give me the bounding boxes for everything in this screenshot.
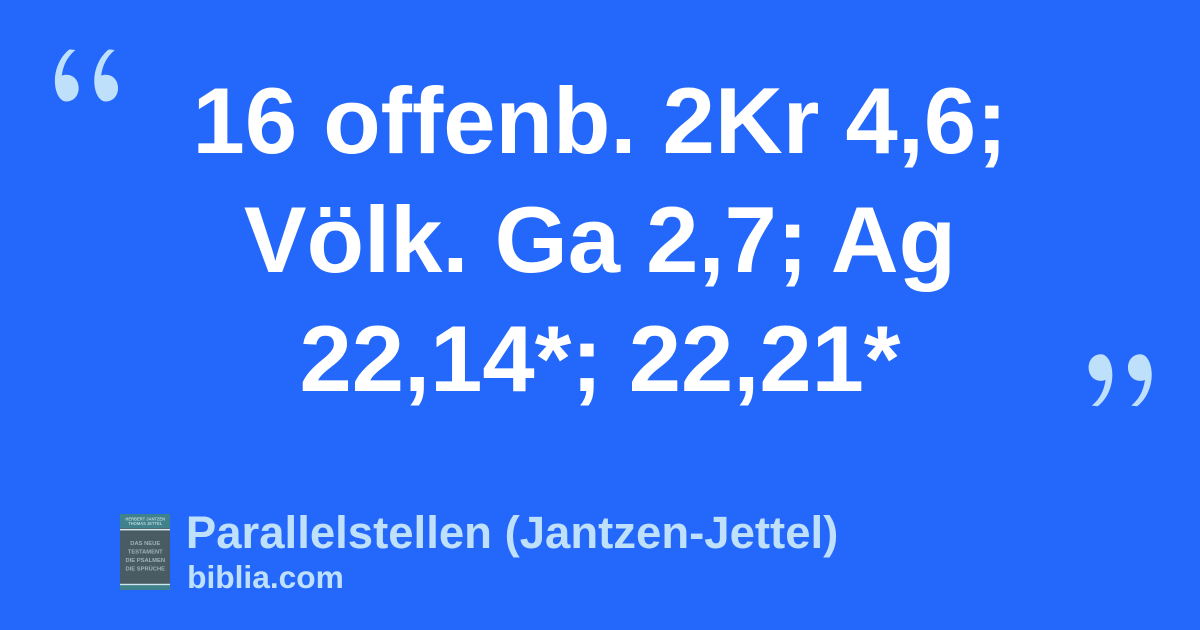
svg-text:DIE PSALMEN: DIE PSALMEN bbox=[125, 557, 165, 563]
svg-text:TESTAMENT: TESTAMENT bbox=[128, 549, 163, 555]
svg-text:DIE SPRÜCHE: DIE SPRÜCHE bbox=[125, 565, 165, 572]
svg-text:THOMAS JETTEL: THOMAS JETTEL bbox=[128, 520, 162, 525]
svg-text:DAS NEUE: DAS NEUE bbox=[130, 540, 160, 546]
